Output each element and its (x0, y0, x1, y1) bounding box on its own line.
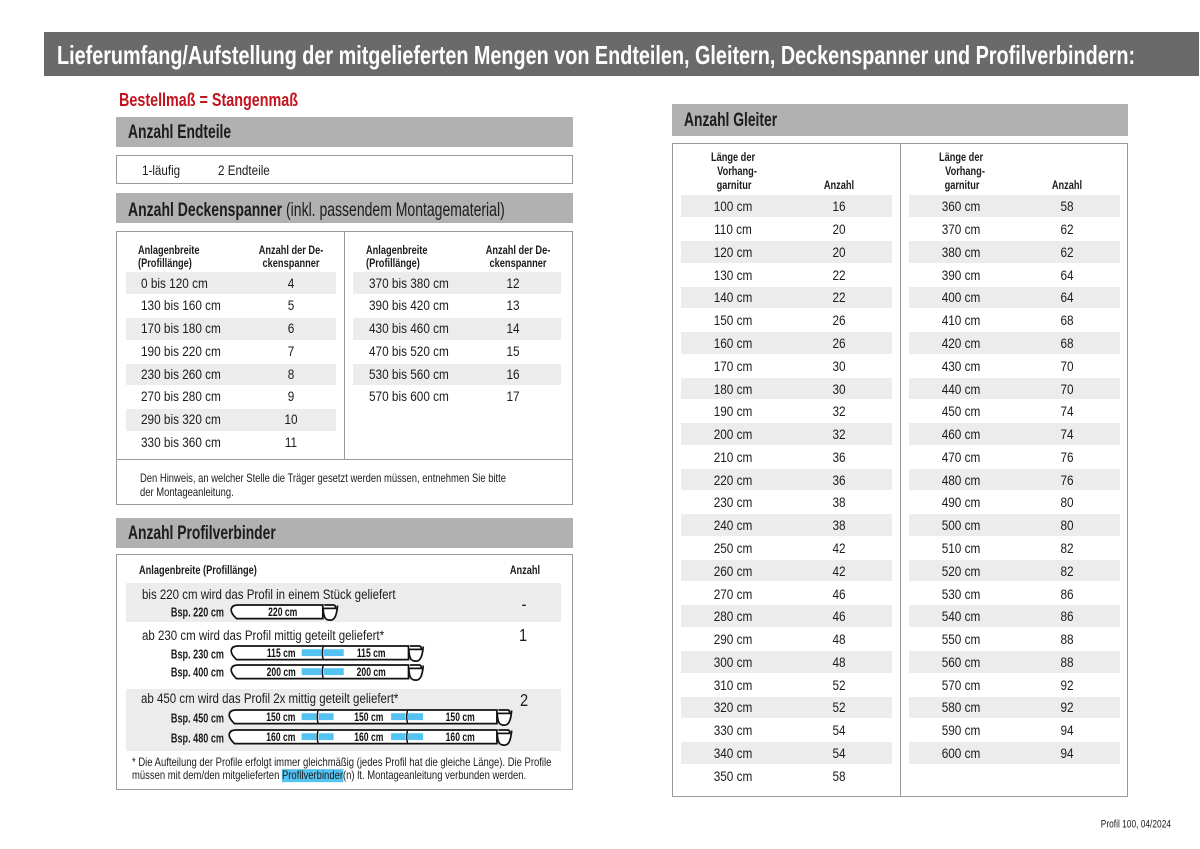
svg-text:160 cm: 160 cm (446, 731, 475, 744)
svg-text:115 cm: 115 cm (357, 648, 386, 661)
svg-text:150 cm: 150 cm (355, 712, 384, 725)
svg-text:150 cm: 150 cm (267, 712, 296, 725)
svg-text:200 cm: 200 cm (266, 667, 295, 680)
svg-text:200 cm: 200 cm (356, 667, 385, 680)
svg-text:220 cm: 220 cm (268, 606, 297, 619)
svg-text:150 cm: 150 cm (446, 712, 475, 725)
svg-text:115 cm: 115 cm (267, 648, 296, 661)
svg-text:160 cm: 160 cm (267, 731, 296, 744)
svg-text:160 cm: 160 cm (355, 731, 384, 744)
